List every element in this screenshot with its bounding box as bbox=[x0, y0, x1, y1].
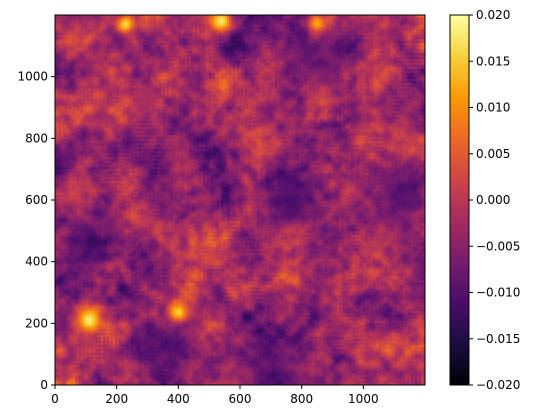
colorbar-tick-label: −0.015 bbox=[476, 332, 520, 346]
x-tick-label: 600 bbox=[229, 392, 252, 406]
x-tick-label: 200 bbox=[105, 392, 128, 406]
colorbar-tick-label: 0.020 bbox=[476, 8, 510, 22]
colorbar-tick-label: −0.005 bbox=[476, 239, 520, 253]
y-tick-label: 200 bbox=[25, 316, 48, 330]
heatmap-image bbox=[55, 15, 425, 385]
colorbar-tick-label: −0.020 bbox=[476, 378, 520, 392]
colorbar-ticks: 0.020 0.015 0.010 0.005 0.000 −0.005 −0.010 −0.… bbox=[469, 8, 520, 392]
x-tick-label: 1000 bbox=[348, 392, 379, 406]
y-tick-label: 600 bbox=[25, 193, 48, 207]
colorbar-gradient bbox=[450, 15, 469, 385]
y-tick-label: 0 bbox=[40, 378, 48, 392]
colorbar-tick-label: 0.005 bbox=[476, 147, 510, 161]
y-axis: 0 200 400 600 800 1000 bbox=[17, 70, 55, 392]
y-tick-label: 400 bbox=[25, 255, 48, 269]
colorbar-tick-label: −0.010 bbox=[476, 286, 520, 300]
x-axis: 0 200 400 600 800 1000 bbox=[51, 385, 379, 406]
x-tick-label: 0 bbox=[51, 392, 59, 406]
colorbar-tick-label: 0.015 bbox=[476, 54, 510, 68]
x-tick-label: 400 bbox=[167, 392, 190, 406]
colorbar: 0.020 0.015 0.010 0.005 0.000 −0.005 −0.010 −0.… bbox=[449, 8, 520, 392]
y-tick-label: 1000 bbox=[17, 70, 48, 84]
x-tick-label: 800 bbox=[290, 392, 313, 406]
colorbar-tick-label: 0.000 bbox=[476, 193, 510, 207]
y-tick-label: 800 bbox=[25, 131, 48, 145]
colorbar-tick-label: 0.010 bbox=[476, 101, 510, 115]
plot-area bbox=[54, 14, 426, 386]
